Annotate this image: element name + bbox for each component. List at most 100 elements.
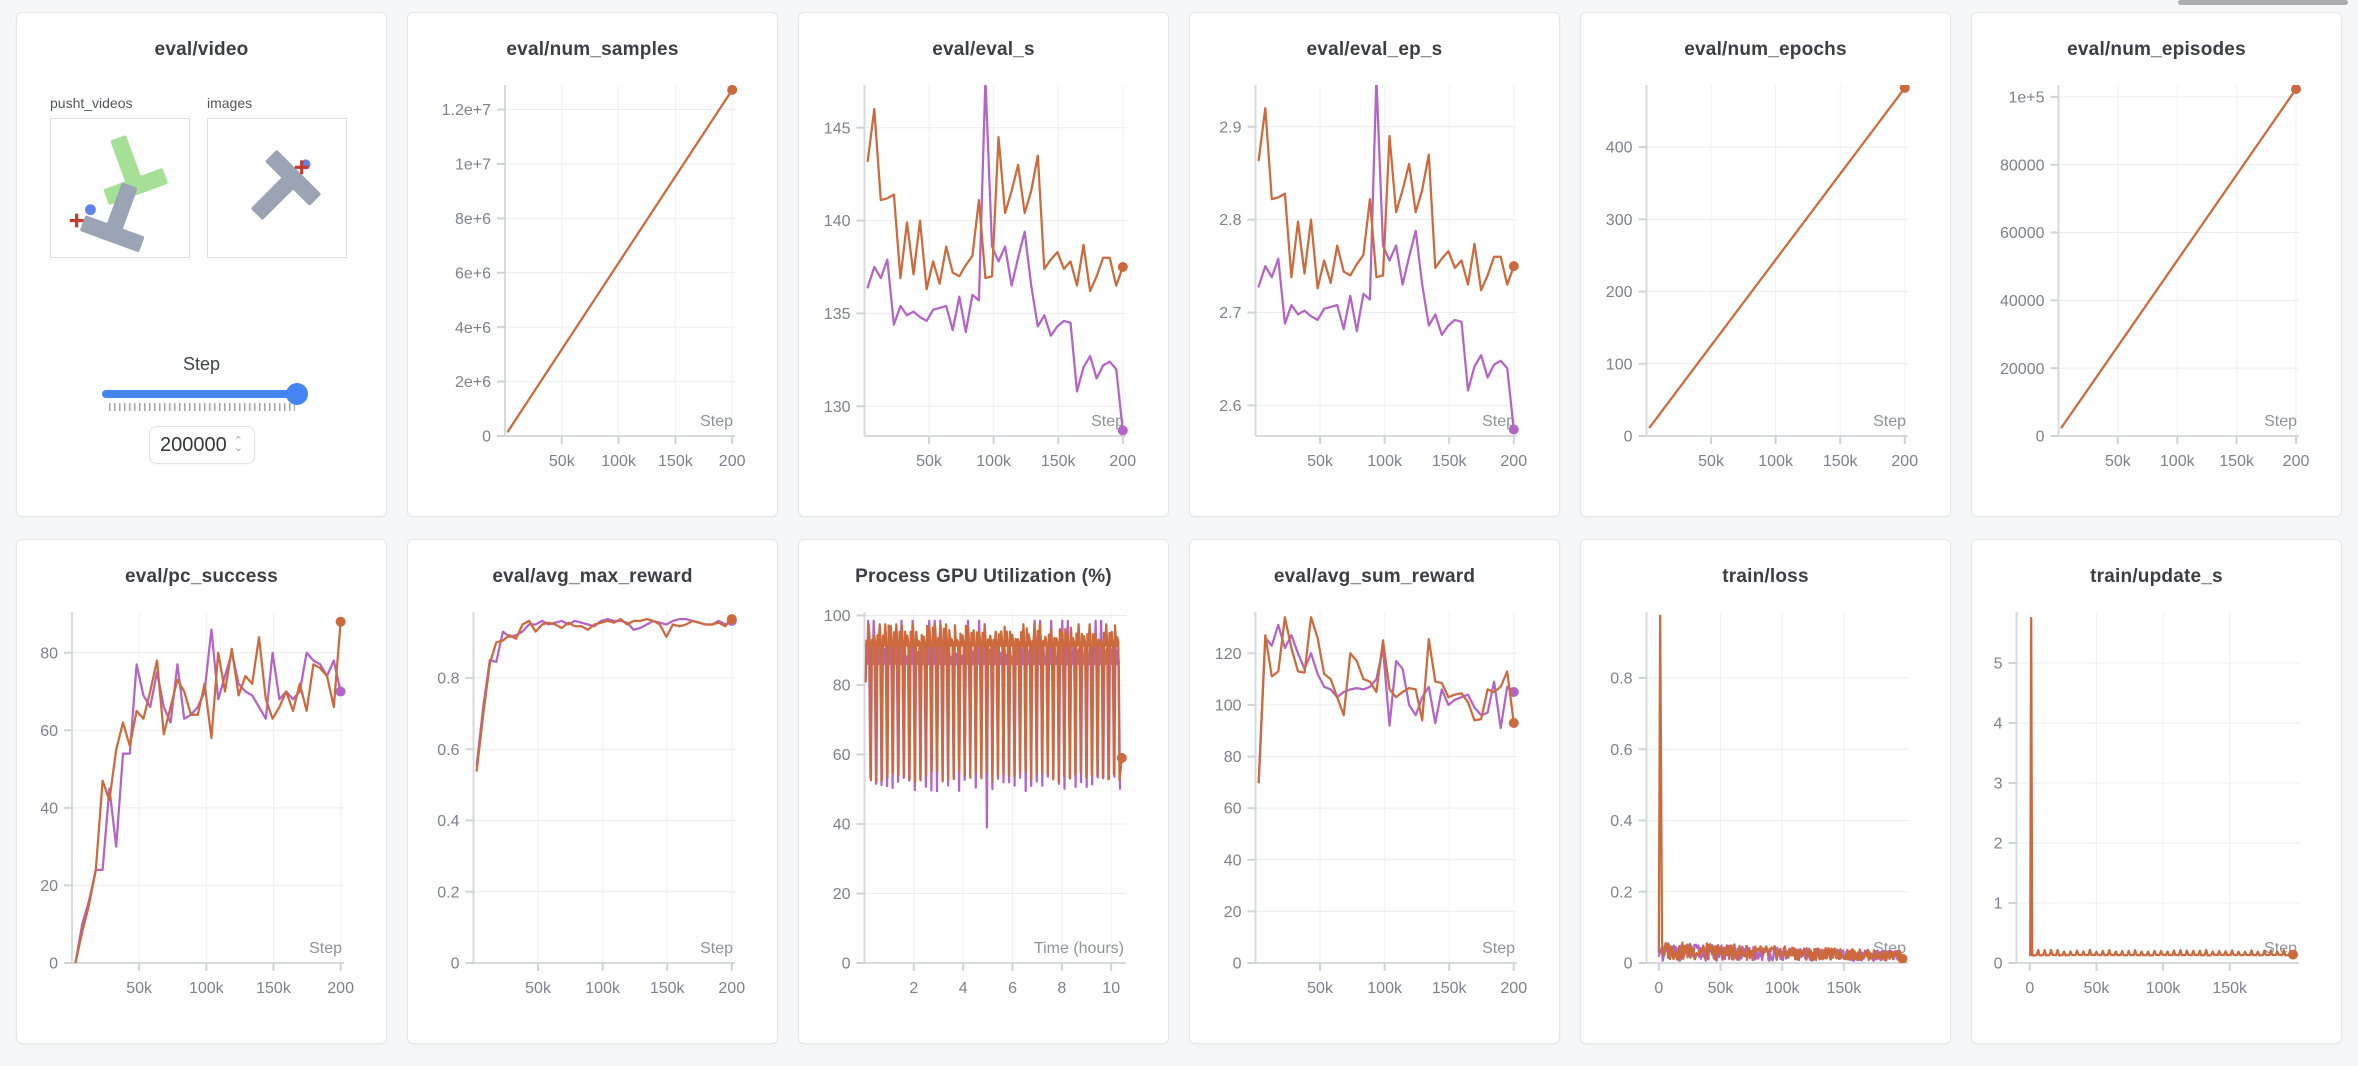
series-orange-end-dot [1897,953,1908,963]
x-tick-label: 50k [549,453,576,470]
chart-plot-area[interactable] [72,612,344,963]
series-orange-line [1648,86,1906,429]
chart-plot-area[interactable] [505,85,735,436]
chart-plot-area[interactable] [865,612,1127,963]
y-tick-label: 0.6 [1610,742,1632,759]
chart-plot-area[interactable] [1647,85,1909,436]
x-tick-label: 100k [976,453,1012,470]
x-tick-label: 150k [1041,453,1077,470]
chart-canvas[interactable]: 2.6 2.7 2.8 2.9 50k 100k 150k 200 Step [1190,61,1560,496]
chart-plot-area[interactable] [2017,612,2300,963]
series-orange-line [864,623,1123,784]
chart-title: train/loss [1722,566,1809,587]
series-orange-end-dot [1117,262,1128,272]
chart-canvas[interactable]: 0 20000 40000 60000 80000 1e+5 50k 100k 150k 200 S… [1972,61,2342,496]
slider-tick-ruler [108,403,295,411]
slider-track[interactable] [101,390,302,398]
chart-plot-area[interactable] [865,85,1127,436]
y-tick-label: 5 [1994,656,2003,673]
images-thumbnail[interactable] [207,118,347,258]
gray-tee-shape [80,182,145,252]
chart-canvas[interactable]: 0 20 40 60 80 100 120 50k 100k 150k 200 Step [1190,588,1560,1023]
y-tick-label: 0 [1233,956,1242,973]
y-tick-label: 145 [824,120,851,137]
step-slider[interactable] [101,383,308,405]
chart-canvas[interactable]: 0 20 40 60 80 50k 100k 150k 200 Step [17,588,387,1023]
y-tick-label: 2e+6 [455,374,491,391]
y-tick-label: 0 [49,956,58,973]
chart-plot-area[interactable] [1256,612,1518,963]
y-tick-label: 2 [1994,836,2003,853]
target-cross-icon [294,160,309,175]
stepper-down-icon[interactable]: ⌄ [233,442,243,454]
x-axis-label: Step [309,940,342,957]
horizontal-scrollbar-thumb[interactable] [2178,0,2348,5]
chart-canvas[interactable]: 0 2e+6 4e+6 6e+6 8e+6 1e+7 1.2e+7 50k 100k 150k 20… [408,61,778,496]
chart-title: Process GPU Utilization (%) [855,566,1112,587]
y-tick-label: 0.6 [437,742,459,759]
y-tick-label: 0 [842,956,851,973]
y-tick-label: 0 [1624,429,1633,446]
y-tick-label: 130 [824,399,851,416]
stepper-up-icon[interactable]: ⌃ [233,435,243,447]
series-orange-end-dot [335,616,346,627]
x-tick-label: 4 [959,980,968,997]
chart-plot-area[interactable] [1256,85,1518,436]
stepper-arrows[interactable]: ⌃ ⌄ [233,435,243,454]
x-tick-label: 50k [1307,453,1334,470]
y-tick-label: 20 [833,886,851,903]
step-section: Step 200000 ⌃ ⌄ [17,354,386,464]
y-tick-label: 0.2 [1610,884,1632,901]
step-number-input[interactable]: 200000 ⌃ ⌄ [148,426,255,464]
x-tick-label: 200 [1500,453,1527,470]
x-tick-label: 50k [2084,980,2111,997]
chart-title: eval/avg_sum_reward [1273,566,1476,587]
y-tick-label: 60 [40,723,58,740]
chart-title: eval/num_samples [506,39,679,60]
chart-canvas[interactable]: 0 100 200 300 400 50k 100k 150k 200 Step [1581,61,1951,496]
x-tick-label: 50k [916,453,943,470]
series-orange-line [866,107,1124,293]
y-tick-label: 20 [40,878,58,895]
y-tick-label: 0 [482,429,491,446]
y-tick-label: 80 [833,678,851,695]
chart-canvas[interactable]: 0 20 40 60 80 100 2 4 6 8 10 Time (hours) [799,588,1169,1023]
chart-panel-eval-avg-max-reward: eval/avg_max_reward 0 0.2 0.4 0.6 0.8 50k 100k 1… [407,539,778,1044]
series-orange-line [475,617,733,772]
x-tick-label: 150k [1432,980,1468,997]
pusht-video-thumbnail[interactable] [50,118,190,258]
y-tick-label: 135 [824,306,851,323]
series-orange-end-dot [1116,753,1127,763]
series-orange-end-dot [726,614,737,625]
chart-canvas[interactable]: 130 135 140 145 50k 100k 150k 200 Step [799,61,1169,496]
series-orange-end-dot [2288,949,2298,960]
chart-canvas[interactable]: 0 0.2 0.4 0.6 0.8 50k 100k 150k 200 Step [408,588,778,1023]
x-tick-label: 150k [1432,453,1468,470]
chart-canvas[interactable]: 012345050k100k150kStep [1972,588,2342,1023]
chart-panel-eval-num-epochs: eval/num_epochs 0 100 200 300 400 50k 100k 150k 2… [1580,12,1951,517]
x-axis-label: Time (hours) [1034,940,1124,957]
x-tick-label: 150k [650,980,686,997]
chart-plot-area[interactable] [2059,85,2300,436]
series-purple-line [1257,623,1515,784]
x-tick-label: 100k [2146,980,2182,997]
y-tick-label: 120 [1215,646,1242,663]
x-tick-label: 200 [327,980,354,997]
x-tick-label: 200 [2283,453,2310,470]
y-tick-label: 4 [1994,716,2003,733]
series-orange-end-dot [1899,85,1910,93]
series-purple-line [866,85,1124,432]
series-orange-end-dot [1508,261,1519,272]
x-tick-label: 150k [658,453,694,470]
y-tick-label: 8e+6 [455,211,491,228]
chart-plot-area[interactable] [1647,612,1909,963]
chart-canvas[interactable]: 00.20.40.60.8050k100k150kStep [1581,588,1951,1023]
y-tick-label: 80 [1224,749,1242,766]
chart-plot-area[interactable] [474,612,736,963]
y-tick-label: 0.2 [437,884,459,901]
chart-panel-eval-eval-s: eval/eval_s 130 135 140 145 50k 100k 150k 200 Ste… [798,12,1169,517]
x-tick-label: 100k [601,453,637,470]
slider-thumb[interactable] [285,383,308,405]
x-axis-label: Step [700,413,733,430]
